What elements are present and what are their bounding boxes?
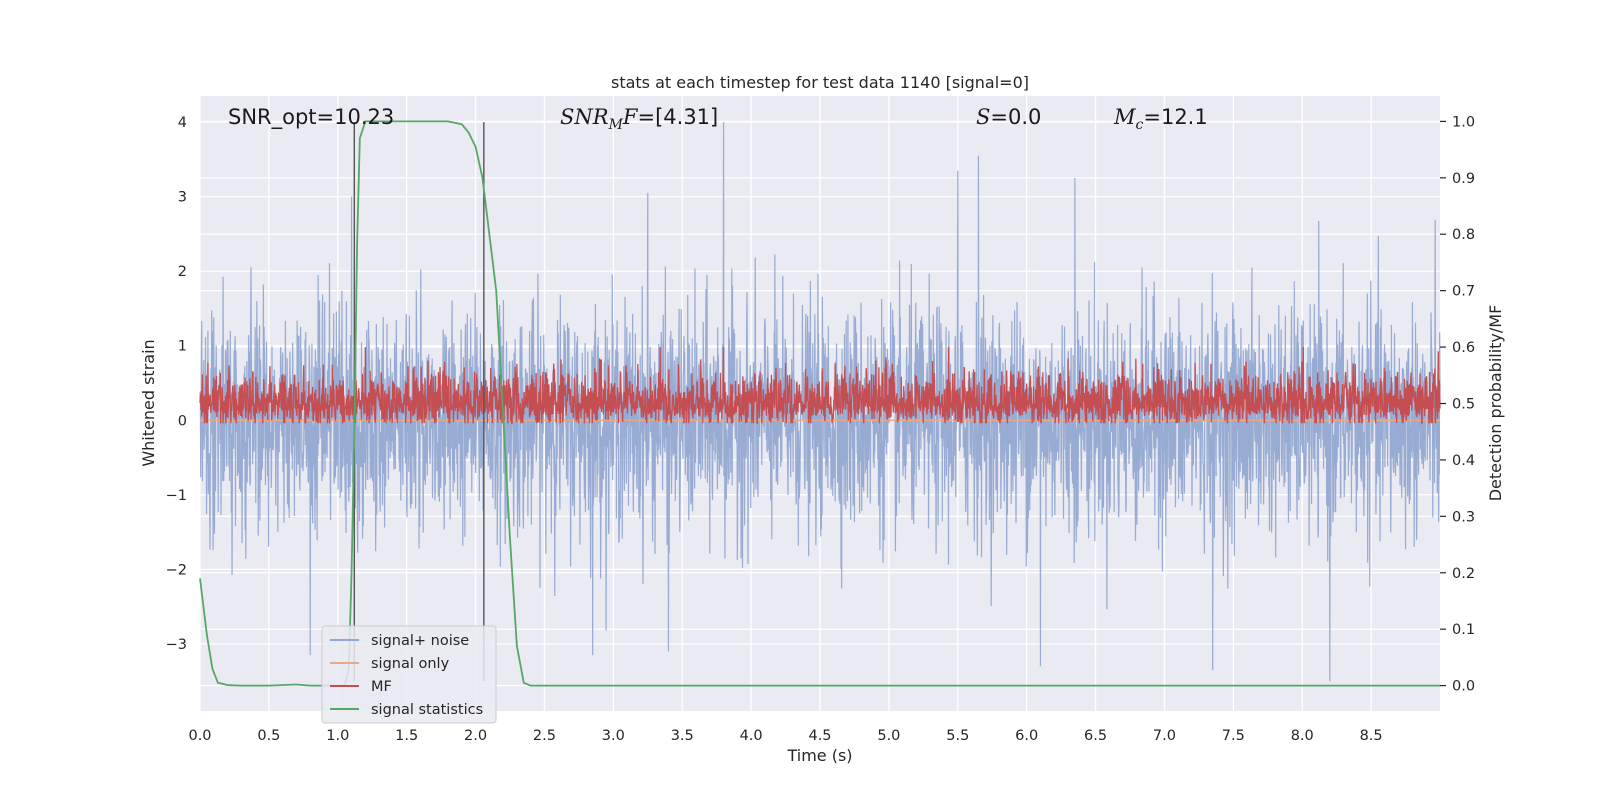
legend-label-signal-only: signal only (371, 656, 450, 672)
x-tick-label: 7.0 (1153, 728, 1176, 744)
annotation-snr-mf: SNRMF=[4.31] (560, 105, 718, 133)
y2-tick-label: 0.0 (1452, 679, 1475, 695)
snr-mf-subscript: M (608, 117, 624, 133)
y2-tick-label: 0.1 (1452, 622, 1475, 638)
x-tick-label: 1.5 (395, 728, 418, 744)
snr-mf-suffix: F (622, 105, 639, 129)
y2-tick-label: 0.7 (1452, 284, 1475, 300)
x-tick-label: 0.5 (257, 728, 280, 744)
x-tick-label: 3.5 (671, 728, 694, 744)
x-tick-label: 5.5 (946, 728, 969, 744)
y2-tick-label: 0.2 (1452, 566, 1475, 582)
mf-line (199, 347, 1441, 425)
y2-tick-label: 0.9 (1452, 171, 1475, 187)
x-axis-ticks: 0.0 0.5 1.0 1.5 2.0 2.5 3.0 3.5 4.0 4.5 5.0 5.5 6.0 6… (188, 728, 1382, 744)
y-tick-label: 4 (178, 115, 187, 131)
y2-tick-label: 0.6 (1452, 340, 1475, 356)
series-signal-statistics (199, 120, 1440, 687)
snr-mf-value: =[4.31] (638, 105, 719, 129)
y-tick-label: −2 (166, 562, 187, 578)
y2-tick-label: 0.8 (1452, 227, 1475, 243)
y-tick-label: −1 (166, 488, 187, 504)
chart-title: stats at each timestep for test data 114… (611, 73, 1029, 92)
y2-tick-label: 0.4 (1452, 453, 1475, 469)
legend: signal+ noise signal only MF signal stat… (321, 625, 497, 724)
mc-symbol: M (1113, 105, 1136, 129)
mc-value: =12.1 (1143, 105, 1207, 129)
x-tick-label: 0.0 (188, 728, 211, 744)
x-tick-label: 1.0 (326, 728, 349, 744)
x-tick-label: 4.5 (808, 728, 831, 744)
legend-label-signal-noise: signal+ noise (371, 633, 469, 649)
mc-subscript: c (1136, 117, 1144, 133)
x-tick-label: 2.0 (464, 728, 487, 744)
x-tick-label: 7.5 (1222, 728, 1245, 744)
y-tick-label: 1 (178, 339, 187, 355)
s-value: =0.0 (990, 105, 1041, 129)
series-signal-noise (199, 122, 1441, 682)
legend-box (321, 625, 497, 724)
y-axis-ticks: −3 −2 −1 0 1 2 3 4 (166, 115, 187, 653)
x-tick-label: 8.0 (1291, 728, 1314, 744)
y-axis-label: Whitened strain (139, 339, 158, 466)
s-symbol: S (976, 105, 990, 129)
noise-line (199, 122, 1441, 682)
x-tick-label: 2.5 (533, 728, 556, 744)
y-tick-label: −3 (166, 637, 187, 653)
legend-label-signal-statistics: signal statistics (371, 702, 483, 718)
y2-axis-label: Detection probability/MF (1486, 305, 1505, 502)
x-tick-label: 6.5 (1084, 728, 1107, 744)
y-tick-label: 0 (178, 413, 187, 429)
x-tick-label: 5.0 (877, 728, 900, 744)
x-tick-label: 4.0 (740, 728, 763, 744)
series-mf (199, 347, 1441, 425)
y2-tick-label: 0.5 (1452, 397, 1475, 413)
x-axis-label: Time (s) (786, 746, 852, 765)
y-tick-label: 2 (178, 264, 187, 280)
annotation-mc: Mc=12.1 (1113, 105, 1208, 133)
y2-tick-label: 0.3 (1452, 509, 1475, 525)
y2-axis-ticks: 0.0 0.1 0.2 0.3 0.4 0.5 0.6 0.7 0.8 0.9 1.0 (1440, 114, 1475, 695)
x-tick-label: 3.0 (602, 728, 625, 744)
annotation-s: S=0.0 (976, 105, 1041, 129)
y2-tick-label: 1.0 (1452, 114, 1475, 130)
legend-label-mf: MF (371, 679, 392, 695)
annotation-snr-opt: SNR_opt=10.23 (228, 105, 394, 130)
y-tick-label: 3 (178, 190, 187, 206)
x-tick-label: 6.0 (1015, 728, 1038, 744)
snr-mf-symbol: SNR (560, 105, 609, 129)
x-tick-label: 8.5 (1360, 728, 1383, 744)
signal-statistics-line (199, 120, 1440, 687)
